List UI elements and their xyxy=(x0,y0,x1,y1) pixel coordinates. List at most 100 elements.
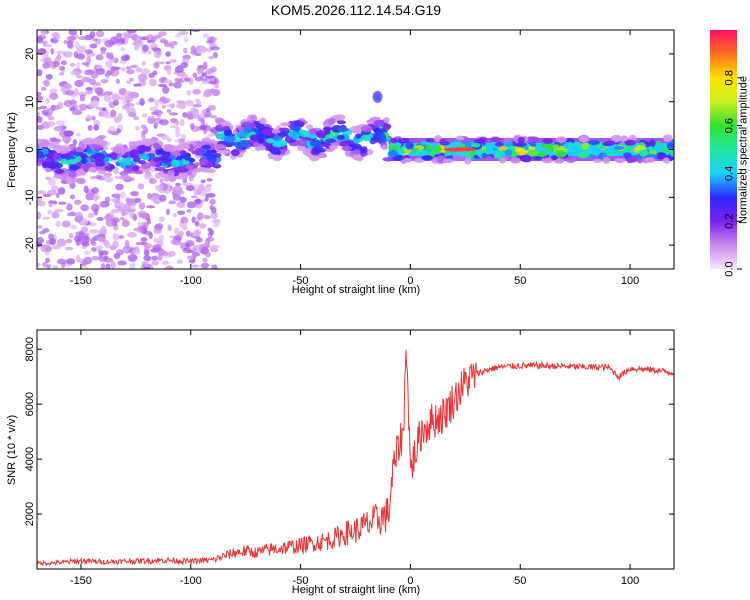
heatmap-cell xyxy=(40,86,47,91)
heatmap-cell xyxy=(183,77,191,82)
heatmap-cell xyxy=(278,127,290,132)
heatmap-cell xyxy=(91,255,99,261)
heatmap-cell xyxy=(47,178,56,186)
heatmap-cell xyxy=(92,241,97,247)
heatmap-cell xyxy=(81,241,90,247)
heatmap-cell xyxy=(158,234,164,242)
heatmap-cell xyxy=(93,144,103,150)
heatmap-cell xyxy=(74,147,85,153)
heatmap-cell xyxy=(103,176,114,183)
heatmap-cell xyxy=(200,262,210,269)
heatmap-cell xyxy=(117,158,130,164)
heatmap-cell xyxy=(180,216,189,224)
heatmap-cell xyxy=(593,158,602,163)
heatmap-cell xyxy=(209,245,218,252)
heatmap-cell xyxy=(214,84,220,89)
heatmap-cell xyxy=(471,142,481,148)
heatmap-cell xyxy=(168,200,176,205)
heatmap-cell xyxy=(390,137,398,144)
heatmap-cell xyxy=(153,200,160,205)
heatmap-cell xyxy=(499,157,507,164)
heatmap-cell xyxy=(181,160,190,165)
heatmap-cell xyxy=(95,54,104,61)
heatmap-cell xyxy=(86,69,96,74)
heatmap-cell xyxy=(148,178,158,185)
heatmap-cell xyxy=(181,133,186,140)
y-tick-label: -20 xyxy=(24,237,36,253)
heatmap-cell xyxy=(146,40,156,44)
heatmap-cell xyxy=(291,132,300,141)
heatmap-cell xyxy=(113,99,119,106)
heatmap-cell xyxy=(620,136,629,142)
heatmap-cell xyxy=(299,130,311,138)
heatmap-cell xyxy=(175,126,181,135)
heatmap-cell xyxy=(37,37,44,44)
heatmap-cell xyxy=(474,149,482,156)
heatmap-cell xyxy=(315,130,328,137)
heatmap-cell xyxy=(115,183,124,191)
heatmap-cell xyxy=(186,185,195,192)
heatmap-cell xyxy=(223,129,233,137)
heatmap-cell xyxy=(126,69,135,75)
heatmap-cell xyxy=(140,68,150,75)
heatmap-cell xyxy=(186,208,192,213)
heatmap-cell xyxy=(451,140,463,149)
heatmap-cell xyxy=(200,179,206,184)
heatmap-cell xyxy=(95,30,105,38)
heatmap-cell xyxy=(37,111,41,117)
heatmap-cell xyxy=(133,45,140,51)
heatmap-cell xyxy=(115,78,120,85)
heatmap-cell xyxy=(72,139,77,146)
heatmap-cell xyxy=(70,99,77,107)
heatmap-cell xyxy=(70,225,77,230)
heatmap-cell xyxy=(122,248,128,253)
heatmap-cell xyxy=(96,216,104,221)
heatmap-cell xyxy=(37,106,43,111)
heatmap-cell xyxy=(64,83,71,89)
y-tick-label: 4000 xyxy=(24,447,36,471)
heatmap-cell xyxy=(194,230,201,237)
heatmap-cell xyxy=(51,211,60,219)
heatmap-cell xyxy=(151,47,161,51)
heatmap-cell xyxy=(104,72,111,77)
heatmap-cell xyxy=(135,140,148,145)
heatmap-cell xyxy=(139,144,146,153)
heatmap-cell xyxy=(68,233,74,239)
heatmap-cell xyxy=(211,264,218,269)
heatmap-cell xyxy=(43,57,52,64)
heatmap-cell xyxy=(149,106,159,112)
heatmap-cell xyxy=(43,79,50,87)
heatmap-cell xyxy=(622,144,633,152)
heatmap-cell xyxy=(118,112,123,121)
heatmap-cell xyxy=(143,243,153,249)
heatmap-cell xyxy=(55,220,61,227)
heatmap-cell xyxy=(305,124,313,130)
heatmap-cell xyxy=(614,158,627,163)
heatmap-cell xyxy=(162,97,171,104)
heatmap-cell xyxy=(328,144,339,150)
heatmap-cell xyxy=(201,80,210,85)
heatmap-cell xyxy=(120,190,126,199)
heatmap-cell xyxy=(209,204,214,210)
heatmap-cell xyxy=(186,201,197,209)
heatmap-cell xyxy=(147,97,156,103)
heatmap-cell xyxy=(169,235,175,239)
heatmap-cell xyxy=(83,256,93,265)
heatmap-cell xyxy=(159,119,169,126)
heatmap-cell xyxy=(166,104,175,108)
heatmap-cell xyxy=(114,175,121,180)
x-tick-label: -100 xyxy=(180,575,202,587)
heatmap-cell xyxy=(204,160,213,167)
heatmap-cell xyxy=(104,165,112,171)
heatmap-cell xyxy=(309,139,322,148)
heatmap-cell xyxy=(279,131,287,138)
heatmap-cell xyxy=(75,132,81,137)
heatmap-cell xyxy=(272,154,283,162)
heatmap-cell xyxy=(289,125,302,131)
heatmap-cell xyxy=(143,173,153,180)
heatmap-cell xyxy=(97,234,107,243)
heatmap-cell xyxy=(182,47,188,54)
y-tick-label: 6000 xyxy=(24,392,36,416)
heatmap-cell xyxy=(91,82,101,86)
heatmap-cell xyxy=(69,62,76,67)
